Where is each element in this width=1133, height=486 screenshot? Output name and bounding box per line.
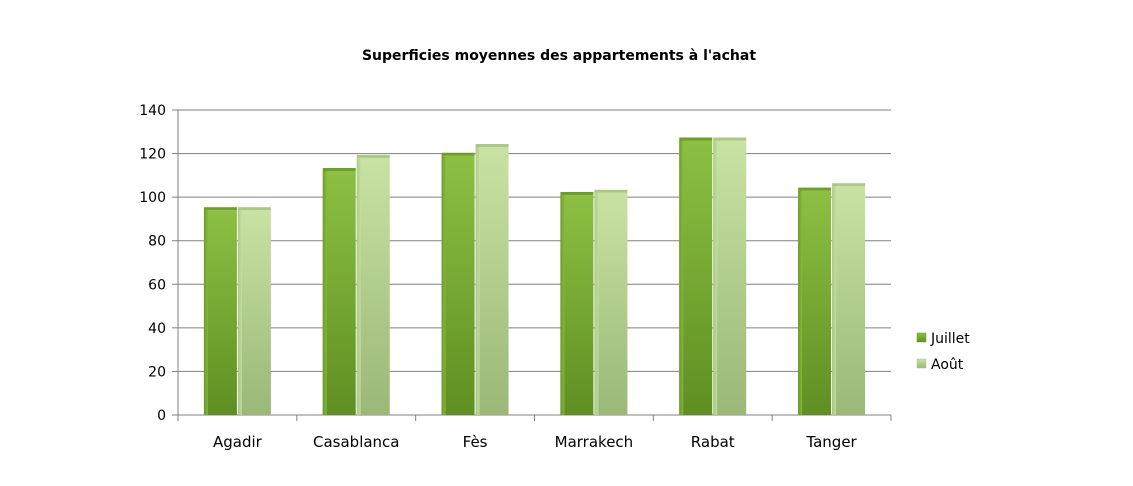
category-labels: Agadir Casablanca Fès Marrakech Rabat Tanger bbox=[213, 433, 858, 451]
y-tick-label: 80 bbox=[148, 234, 166, 250]
bar-ao-t-marrakech bbox=[594, 192, 628, 415]
bar-cap bbox=[237, 207, 271, 211]
gridlines bbox=[178, 109, 891, 372]
x-category-label: Casablanca bbox=[313, 433, 400, 451]
legend-swatch bbox=[916, 332, 927, 343]
bar-shade bbox=[237, 210, 242, 415]
bar-ao-t-rabat bbox=[713, 140, 747, 415]
x-category-label: Agadir bbox=[213, 433, 263, 451]
bars bbox=[203, 137, 866, 416]
bar-juillet-agadir bbox=[203, 210, 237, 415]
bar-shade bbox=[713, 140, 718, 415]
y-tick-label: 60 bbox=[148, 277, 166, 293]
y-tick-label: 100 bbox=[139, 190, 166, 206]
bar-cap bbox=[679, 137, 713, 141]
bar-cap bbox=[356, 154, 390, 158]
bar-shade bbox=[832, 186, 837, 415]
bar-juillet-rabat bbox=[679, 140, 713, 415]
bar-shade bbox=[203, 210, 208, 415]
bar-shade bbox=[798, 190, 803, 415]
axes bbox=[172, 109, 892, 421]
y-tick-label: 20 bbox=[148, 364, 166, 380]
bar-shade bbox=[679, 140, 684, 415]
bar-shade bbox=[356, 157, 361, 415]
legend: Juillet Août bbox=[916, 331, 970, 373]
bar-shade bbox=[594, 192, 599, 415]
x-category-label: Marrakech bbox=[555, 433, 634, 451]
x-category-label: Fès bbox=[463, 433, 488, 451]
bar-cap bbox=[475, 144, 509, 148]
bar-ao-t-f-s bbox=[475, 147, 509, 416]
x-category-label: Rabat bbox=[691, 433, 735, 451]
y-tick-label: 140 bbox=[139, 103, 166, 119]
bar-cap bbox=[594, 189, 628, 193]
x-category-label: Tanger bbox=[805, 433, 857, 451]
bar-cap bbox=[832, 183, 866, 187]
legend-label: Juillet bbox=[930, 331, 970, 347]
legend-swatch bbox=[916, 358, 927, 369]
bar-juillet-marrakech bbox=[560, 194, 594, 415]
bar-cap bbox=[713, 137, 747, 141]
bar-ao-t-tanger bbox=[832, 186, 866, 415]
bar-ao-t-casablanca bbox=[356, 157, 390, 415]
bar-shade bbox=[475, 147, 480, 416]
bar-cap bbox=[560, 191, 594, 195]
bar-shade bbox=[322, 171, 327, 415]
y-tick-label: 120 bbox=[139, 147, 166, 163]
bar-ao-t-agadir bbox=[237, 210, 271, 415]
y-tick-labels: 0 20 40 60 80 100 120 140 bbox=[139, 103, 166, 424]
bar-shade bbox=[560, 194, 565, 415]
bar-cap bbox=[322, 168, 356, 171]
bar-juillet-casablanca bbox=[322, 171, 356, 415]
bar-cap bbox=[441, 152, 475, 156]
y-tick-label: 40 bbox=[148, 321, 166, 337]
legend-label: Août bbox=[931, 357, 964, 373]
y-tick-label: 0 bbox=[157, 408, 166, 424]
bar-juillet-f-s bbox=[441, 155, 475, 415]
chart-title: Superficies moyennes des appartements à … bbox=[361, 48, 757, 64]
bar-shade bbox=[441, 155, 446, 415]
bar-juillet-tanger bbox=[798, 190, 832, 415]
bar-cap bbox=[798, 187, 832, 191]
bar-cap bbox=[203, 207, 237, 211]
